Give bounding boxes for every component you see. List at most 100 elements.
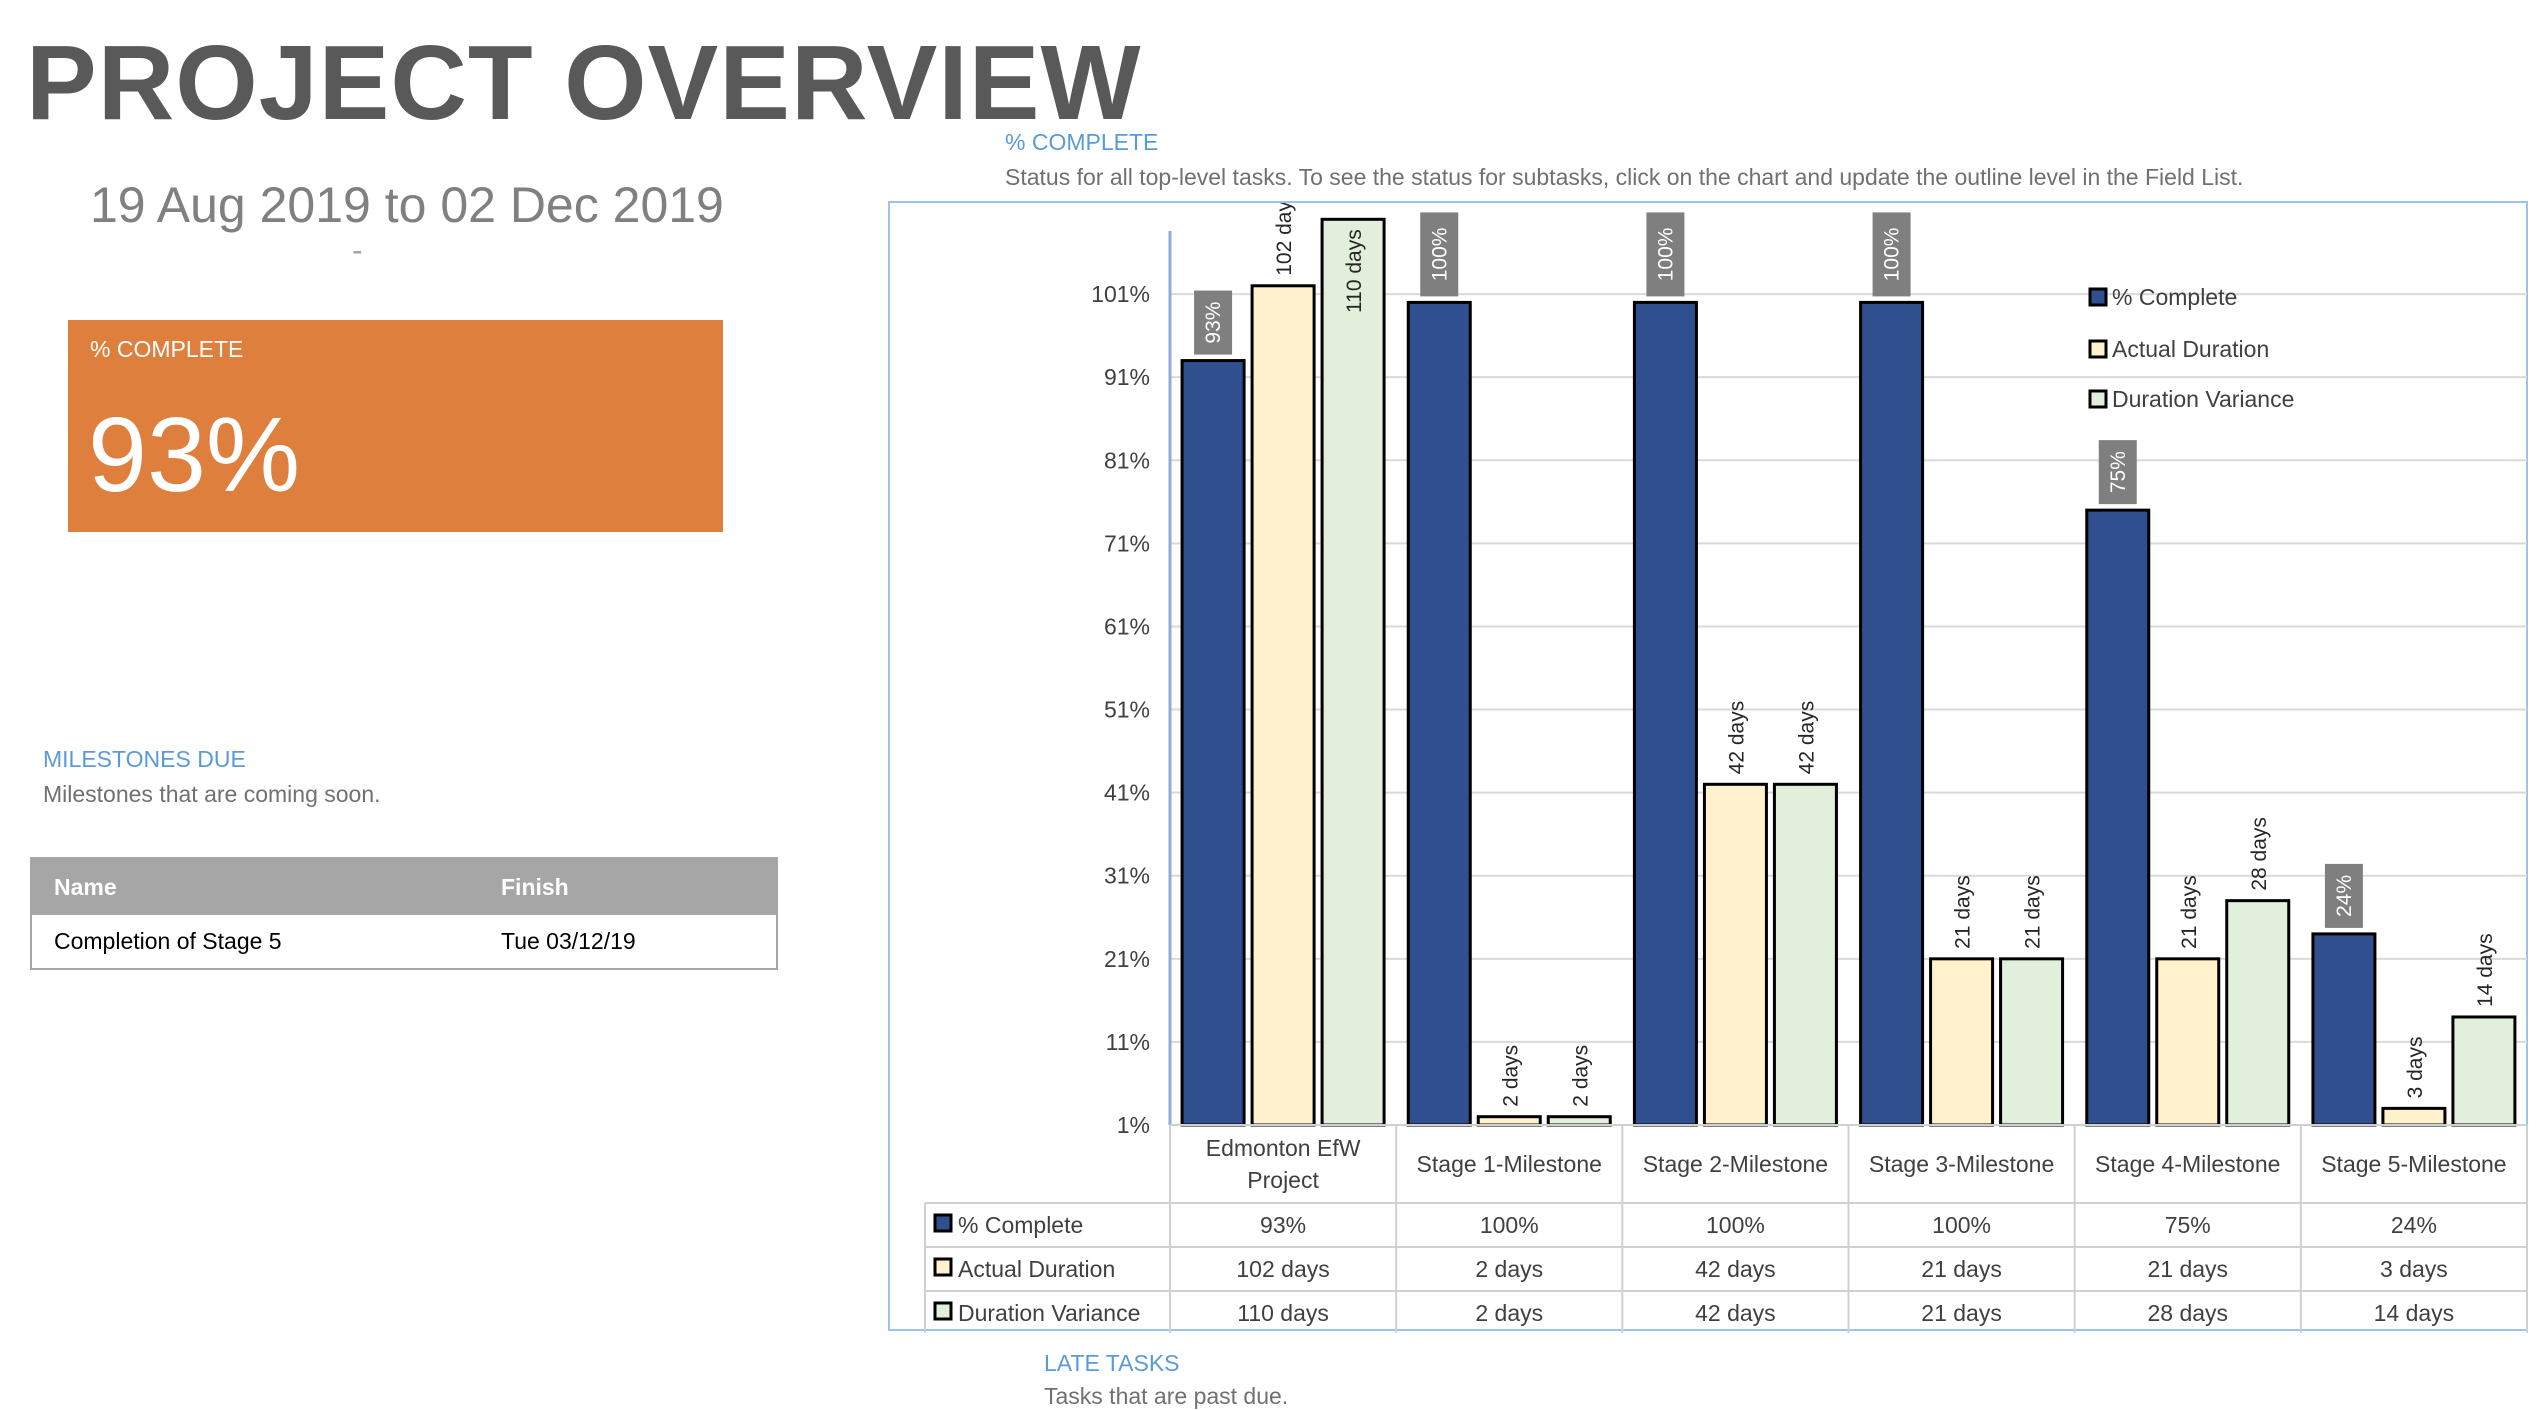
data-label-box	[2324, 863, 2363, 928]
page-title: PROJECT OVERVIEW	[26, 24, 1142, 142]
y-tick-label: 101%	[1091, 281, 1150, 307]
complete-chart-heading: % COMPLETE	[1005, 129, 1159, 155]
y-tick-label: 1%	[1117, 1112, 1150, 1138]
table-cell: 93%	[1260, 1212, 1306, 1238]
bar-0-0	[1180, 359, 1246, 1127]
table-cell: 75%	[2165, 1212, 2211, 1238]
bar-1-1	[1476, 1115, 1542, 1127]
table-cell: 102 days	[1236, 1256, 1329, 1282]
bar-1-5	[2381, 1106, 2447, 1127]
data-label: 42 days	[1795, 701, 1818, 775]
table-cell: 100%	[1706, 1212, 1765, 1238]
milestones-heading: MILESTONES DUE	[43, 746, 246, 772]
table-cell: 100%	[1932, 1212, 1991, 1238]
y-tick-label: 91%	[1104, 364, 1150, 390]
milestone-name-cell: Completion of Stage 5	[54, 928, 282, 954]
table-row-header: Duration Variance	[958, 1300, 1140, 1326]
table-row[interactable]: Completion of Stage 5 Tue 03/12/19	[31, 915, 777, 969]
legend-swatch	[2088, 339, 2108, 359]
category-label: Stage 2-Milestone	[1643, 1151, 1828, 1177]
data-label: 21 days	[2178, 875, 2201, 949]
y-tick-label: 31%	[1104, 863, 1150, 889]
category-label: Stage 1-Milestone	[1417, 1151, 1602, 1177]
table-legend-swatch	[933, 1213, 953, 1233]
bar-1-2	[1702, 782, 1768, 1127]
data-label: 75%	[2107, 451, 2130, 493]
bar-0-1	[1406, 300, 1472, 1127]
table-cell: 21 days	[1921, 1256, 2002, 1282]
legend-label: Actual Duration	[2112, 336, 2269, 362]
data-label-box	[1420, 212, 1459, 297]
table-cell: 2 days	[1475, 1256, 1543, 1282]
y-tick-label: 81%	[1104, 447, 1150, 473]
bar-0-4	[2085, 508, 2151, 1127]
data-label: 21 days	[1952, 875, 1975, 949]
table-cell: 2 days	[1475, 1300, 1543, 1326]
data-label: 93%	[1202, 302, 1225, 344]
data-label: 100%	[1881, 228, 1904, 282]
data-label: 102 days	[1273, 203, 1296, 276]
table-row-header: Actual Duration	[958, 1256, 1115, 1282]
percent-complete-card[interactable]: % COMPLETE 93%	[68, 320, 723, 532]
table-legend-swatch	[933, 1257, 953, 1277]
bar-1-3	[1929, 957, 1995, 1127]
late-tasks-heading: LATE TASKS	[1044, 1350, 1180, 1376]
table-cell: 14 days	[2374, 1300, 2455, 1326]
category-label: Edmonton EfW	[1206, 1135, 1361, 1161]
y-tick-label: 61%	[1104, 613, 1150, 639]
data-label: 2 days	[1499, 1045, 1522, 1107]
milestones-table: Name Finish Completion of Stage 5 Tue 03…	[30, 857, 778, 970]
bar-1-0	[1250, 284, 1316, 1127]
data-label: 100%	[1654, 228, 1677, 282]
data-label-box	[1872, 212, 1911, 297]
data-label-box	[1194, 290, 1233, 355]
table-cell: 21 days	[1921, 1300, 2002, 1326]
percent-complete-chart[interactable]: 1% 11% 21% 31% 41% 51% 61% 71% 81% 91% 101% 93% 100%…	[888, 201, 2528, 1333]
data-label: 42 days	[1725, 701, 1748, 775]
table-cell: 42 days	[1695, 1300, 1776, 1326]
table-header-row: Name Finish	[31, 858, 777, 915]
date-subtitle: -	[352, 232, 363, 268]
category-label: Stage 3-Milestone	[1869, 1151, 2054, 1177]
bar-2-5	[2451, 1015, 2517, 1127]
table-cell: 24%	[2391, 1212, 2437, 1238]
table-cell: 110 days	[1237, 1300, 1329, 1326]
data-label: 21 days	[2022, 875, 2045, 949]
y-tick-label: 11%	[1106, 1029, 1150, 1055]
data-label: 14 days	[2474, 933, 2497, 1007]
category-label: Stage 4-Milestone	[2095, 1151, 2280, 1177]
data-label: 2 days	[1569, 1045, 1592, 1107]
table-cell: 100%	[1480, 1212, 1539, 1238]
y-tick-label: 71%	[1104, 530, 1150, 556]
data-label-box	[1646, 212, 1685, 297]
bar-2-4	[2225, 899, 2291, 1127]
bar-2-0	[1320, 217, 1386, 1127]
late-tasks-description: Tasks that are past due.	[1044, 1383, 1289, 1409]
table-cell: 21 days	[2147, 1256, 2228, 1282]
column-header-name: Name	[31, 858, 479, 915]
kpi-value: 93%	[88, 396, 301, 514]
data-label: 100%	[1428, 228, 1451, 282]
data-label: 28 days	[2248, 817, 2271, 891]
milestones-description: Milestones that are coming soon.	[43, 781, 381, 807]
legend-label: Duration Variance	[2112, 386, 2294, 412]
column-header-finish: Finish	[479, 858, 777, 915]
complete-chart-description: Status for all top-level tasks. To see t…	[1005, 164, 2244, 190]
kpi-label: % COMPLETE	[90, 336, 244, 362]
y-tick-label: 21%	[1104, 946, 1150, 972]
date-range: 19 Aug 2019 to 02 Dec 2019	[90, 177, 724, 233]
legend-swatch	[2088, 287, 2108, 307]
data-label-box	[2098, 440, 2137, 505]
table-cell: 42 days	[1695, 1256, 1776, 1282]
table-cell: 3 days	[2380, 1256, 2448, 1282]
table-row-header: % Complete	[958, 1212, 1083, 1238]
chart-canvas: 1% 11% 21% 31% 41% 51% 61% 71% 81% 91% 101% 93% 100%…	[924, 203, 2528, 1333]
y-tick-label: 51%	[1104, 697, 1150, 723]
bar-2-3	[1999, 957, 2065, 1127]
bar-0-5	[2311, 932, 2377, 1127]
bar-2-2	[1772, 782, 1838, 1127]
bar-2-1	[1546, 1115, 1612, 1127]
data-label: 110 days	[1343, 229, 1366, 313]
bar-0-3	[1859, 300, 1925, 1127]
data-label: 3 days	[2404, 1037, 2427, 1099]
